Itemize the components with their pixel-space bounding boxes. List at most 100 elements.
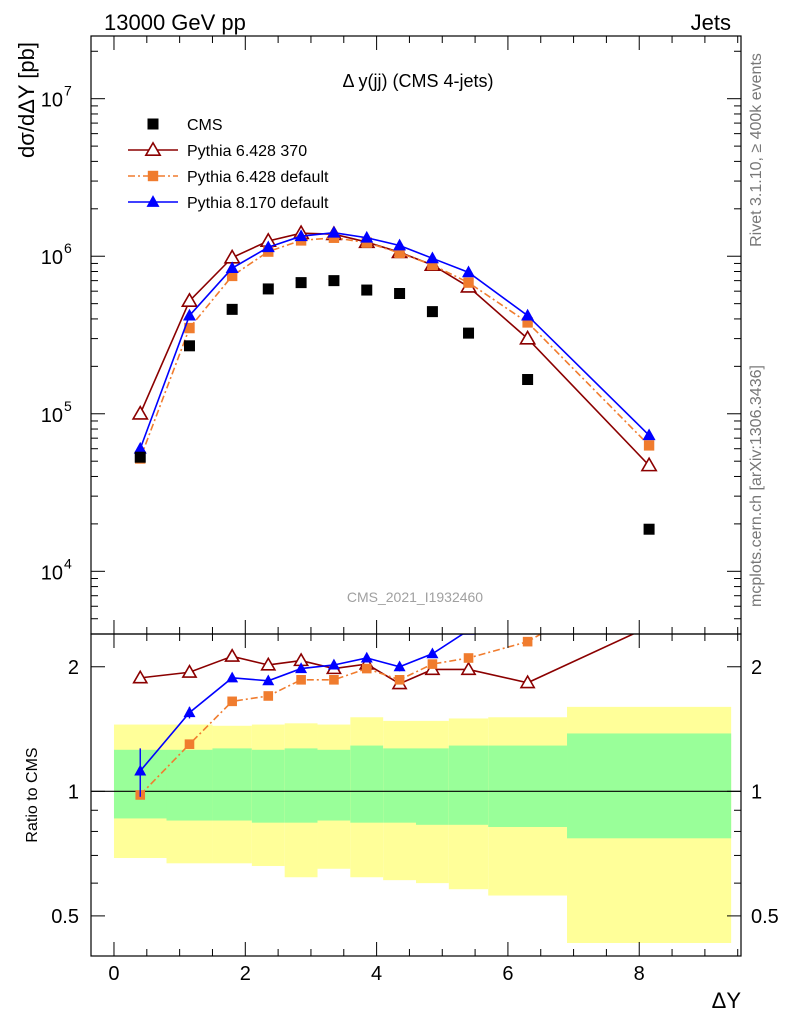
data-point [328,275,340,287]
header-energy-label: 13000 GeV pp [104,10,246,35]
stat-band [448,745,489,825]
data-point [393,238,407,251]
data-point [427,259,438,271]
x-axis-label: ΔY [712,988,742,1013]
rivet-version-label: Rivet 3.1.10, ≥ 400k events [748,53,765,247]
data-point [328,232,340,243]
data-point [394,247,405,259]
data-point [183,340,195,352]
ratio-point [642,620,655,631]
ratio-point [226,671,239,683]
series-2 [135,232,655,464]
ratio-point [260,656,277,671]
ratio-bands [113,706,732,944]
data-point [394,287,406,299]
ratio-tick-label-right: 2 [751,657,762,679]
ratio-point [393,660,406,672]
data-point [223,248,241,264]
data-point [327,225,341,238]
ratio-point [296,675,306,685]
data-point [360,230,374,243]
legend-marker [147,170,159,182]
data-point [521,308,535,321]
y-tick-label: 10 [41,405,63,427]
data-point [426,306,438,318]
stat-band [383,748,416,823]
ratio-point [427,659,438,669]
stat-band [416,748,449,825]
data-point [184,322,195,334]
x-tick-label: 2 [240,963,251,985]
data-point [522,317,533,328]
y-tick-exponent: 5 [64,398,72,414]
stat-band [567,733,732,839]
ratio-series-3 [134,540,655,797]
ratio-plot: 0 2 4 6 8 0.5 0.5 1 1 2 2 [51,540,779,985]
data-point [643,523,655,535]
series-line [139,232,650,466]
data-point [182,308,196,321]
x-tick-label: 4 [371,963,382,985]
ratio-point [132,669,149,684]
mcplots-label: mcplots.cern.ch [arXiv:1306.3436] [748,365,765,607]
ratio-point [183,706,196,718]
y-tick-exponent: 7 [64,83,72,99]
ratio-line [140,634,636,685]
ratio-point [426,647,439,659]
x-tick-label: 0 [108,963,119,985]
legend-marker [146,195,160,207]
ratio-line [139,634,543,796]
stat-band [488,745,568,827]
stat-band [284,748,318,823]
y-tick-exponent: 4 [64,555,72,571]
y-tick-label: 10 [41,247,63,269]
data-point [261,240,275,253]
ratio-point [522,607,534,618]
ratio-tick-label-left: 0.5 [51,906,79,928]
data-point [425,251,439,264]
ratio-point [394,675,405,685]
ratio-point [181,664,198,678]
data-point [180,292,199,307]
stat-band [212,748,252,821]
data-point [519,329,537,345]
ratio-point [460,661,477,676]
ratio-point [519,674,536,689]
ratio-point [327,658,340,670]
data-point [131,405,149,420]
legend-label: Pythia 8.170 default [187,195,329,212]
analysis-watermark: CMS_2021_I1932460 [347,589,483,605]
data-point [643,440,655,451]
ratio-tick-label-left: 2 [68,657,79,679]
series-0 [134,275,655,535]
ratio-point [643,540,655,551]
data-point [462,265,476,278]
y-tick-exponent: 6 [64,240,72,256]
ratio-point [644,567,654,577]
ratio-frame [90,633,742,957]
legend-label: CMS [187,117,223,134]
legend: CMS Pythia 6.428 370 Pythia 6.428 default P… [128,117,329,212]
main-series [131,224,658,535]
data-point [642,428,656,441]
series-1 [131,224,658,472]
ratio-point [184,739,195,749]
ratio-axis-label: Ratio to CMS [24,747,41,842]
ratio-point [134,764,147,776]
ratio-point [227,696,237,707]
ratio-point [361,663,372,674]
data-point [225,261,239,274]
ratio-point [522,636,533,647]
ratio-tick-label-left: 1 [68,781,79,803]
ratio-point [329,675,339,685]
ratio-point [462,634,475,635]
data-point [463,327,475,339]
y-axis-label: dσ/dΔY [pb] [14,42,39,158]
ratio-point [295,662,308,674]
ratio-series [132,540,655,800]
data-point [133,441,147,454]
series-line [139,236,650,459]
ratio-tick-label-right: 1 [751,781,762,803]
